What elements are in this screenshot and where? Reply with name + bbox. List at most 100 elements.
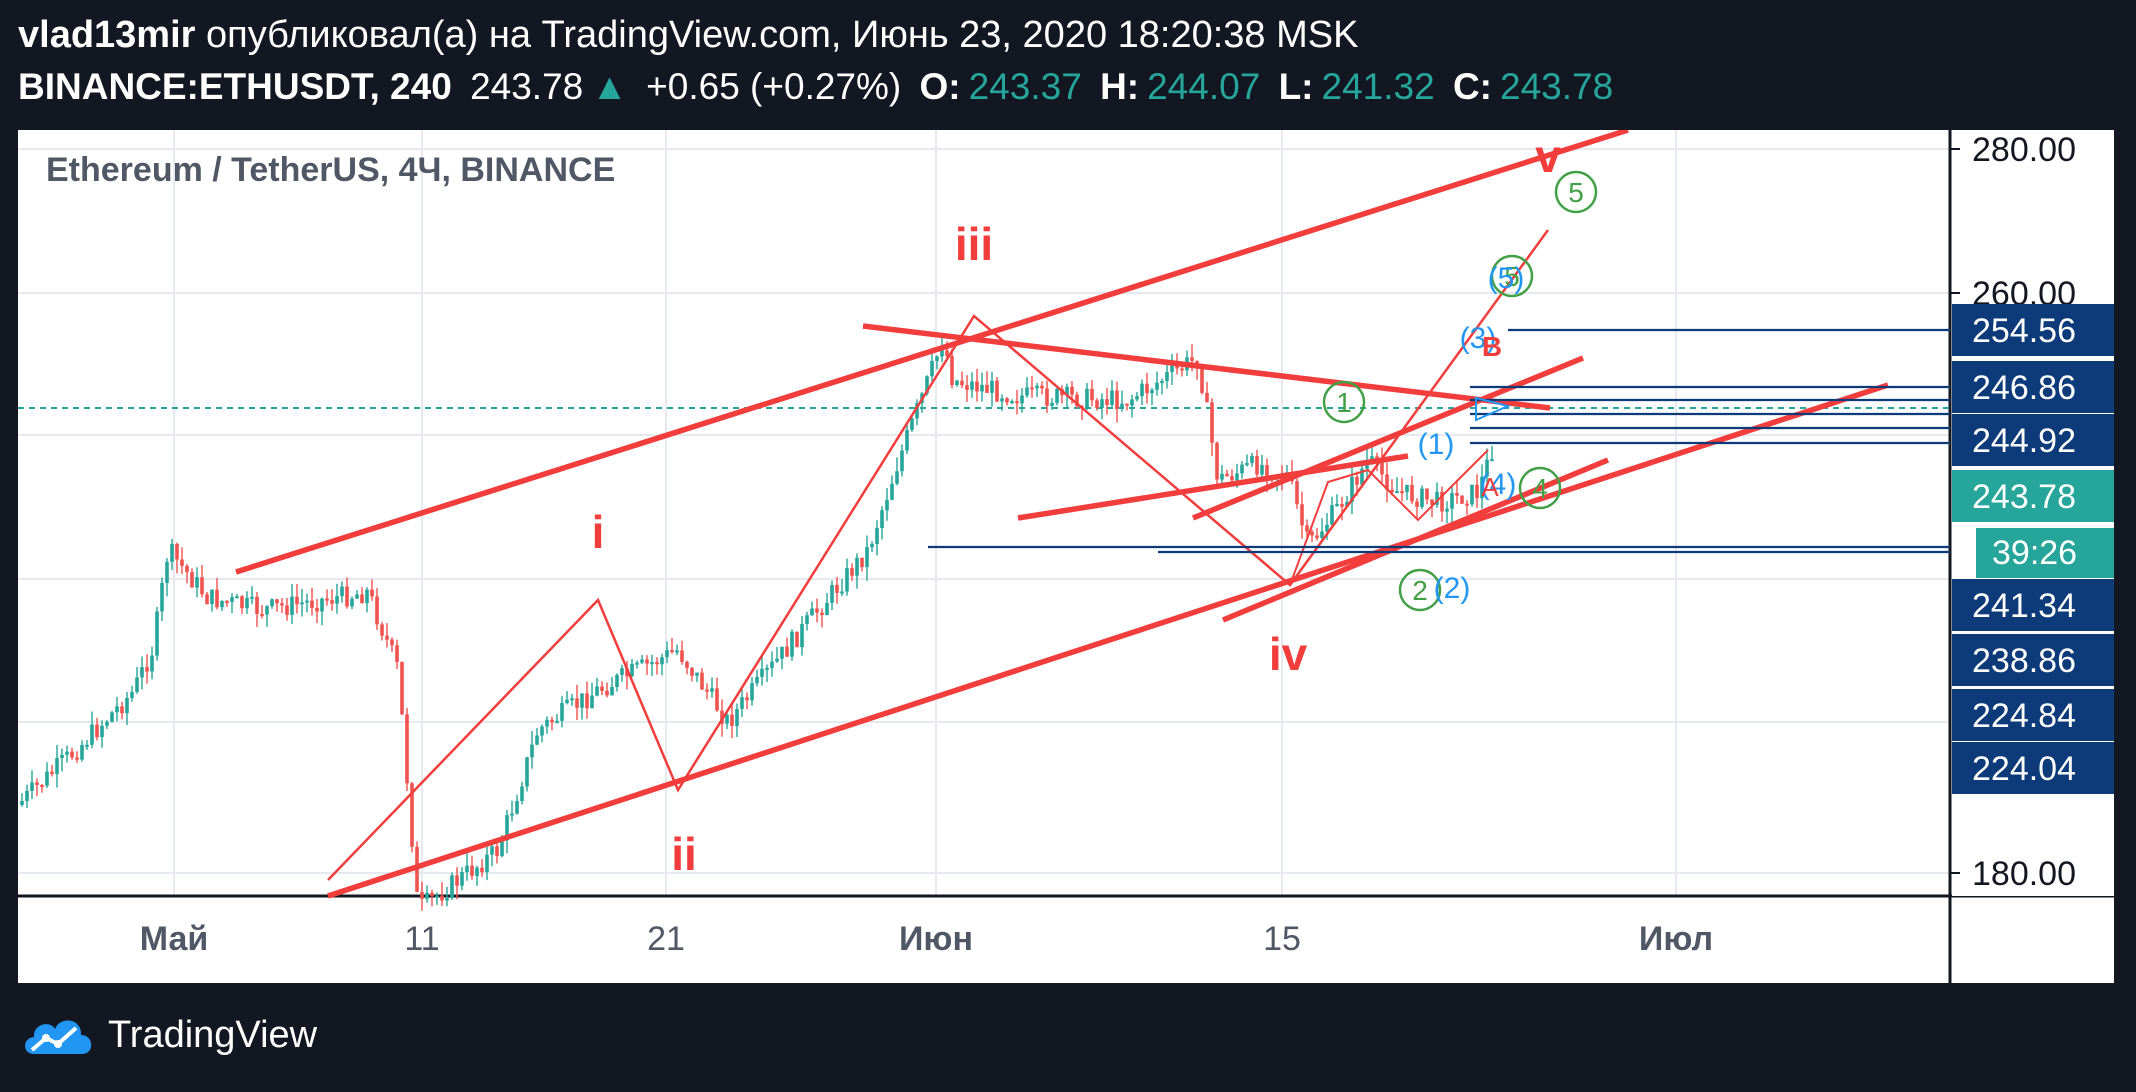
candle-body	[420, 891, 424, 899]
candle-body	[605, 690, 609, 696]
candle-body	[1210, 402, 1214, 443]
trend-line	[1221, 457, 1610, 623]
candle-body	[990, 380, 994, 393]
candle-body	[235, 596, 239, 599]
candle-body	[205, 594, 209, 605]
candle-body	[700, 672, 704, 690]
candle-body	[20, 800, 24, 805]
candle-body	[70, 751, 74, 758]
candle-body	[385, 635, 389, 640]
candle-body	[805, 615, 809, 624]
candle-body	[695, 672, 699, 676]
low-value: 241.32	[1321, 66, 1435, 107]
drawings	[235, 130, 1950, 899]
price-axis[interactable]: 280.00260.00180.00254.56246.86244.92241.…	[1950, 130, 2114, 896]
candle-body	[210, 589, 214, 605]
candle-body	[185, 565, 189, 573]
candle-body	[750, 683, 754, 701]
symbol-name: BINANCE:ETHUSDT, 240	[18, 66, 452, 107]
candle-body	[1425, 488, 1429, 500]
candle-body	[1370, 456, 1374, 460]
candle-body	[650, 662, 654, 665]
candle-body	[880, 510, 884, 529]
candle-body	[825, 602, 829, 616]
candle-body	[960, 380, 964, 386]
candle-body	[1140, 383, 1144, 397]
candle-body	[1050, 402, 1054, 406]
candle-body	[730, 714, 734, 726]
candle-body	[325, 598, 329, 601]
candle-body	[550, 719, 554, 723]
chart-frame[interactable]: i ii iii iv v 1 2 4 5 5 (1) (2) (3) (4) (5) A B 280.00 26…	[18, 130, 2114, 983]
candle-body	[365, 589, 369, 604]
candle-body	[1090, 388, 1094, 401]
candle-body	[1055, 389, 1059, 403]
candle-body	[1455, 493, 1459, 496]
publish-info: vlad13mir опубликовал(а) на TradingView.…	[18, 14, 1358, 57]
candle-body	[520, 786, 524, 802]
wave-path-minor	[1289, 449, 1489, 586]
author-name[interactable]: vlad13mir	[18, 14, 196, 56]
candle-body	[955, 380, 959, 386]
candle-body	[1070, 386, 1074, 395]
candle-body	[835, 585, 839, 593]
countdown-box	[1976, 528, 2114, 578]
candle-body	[425, 892, 429, 899]
candle-body	[510, 813, 514, 816]
candle-body	[400, 661, 404, 715]
candle-body	[1470, 484, 1474, 505]
wave-label-green-circle	[1398, 568, 1442, 612]
countdown-label: 39:26	[1992, 534, 2077, 572]
trend-line	[1191, 355, 1585, 521]
price-level-box	[1952, 742, 2114, 794]
candle-body	[780, 646, 784, 659]
candle-body	[1170, 364, 1174, 373]
candle-body	[800, 623, 804, 648]
tradingview-logo[interactable]: TradingView	[20, 1010, 317, 1060]
time-axis[interactable]: Май 11 21 Июн 15 Июл	[140, 920, 1713, 958]
candle-body	[1095, 400, 1099, 409]
candle-body	[495, 846, 499, 857]
candle-body	[985, 384, 989, 393]
wave-label-green-circle	[1554, 170, 1598, 214]
candle-body	[230, 597, 234, 602]
candle-body	[1300, 504, 1304, 526]
candle-body	[165, 561, 169, 583]
candle-body	[715, 688, 719, 711]
candle-body	[95, 724, 99, 738]
candle-body	[1015, 401, 1019, 404]
candle-body	[1420, 488, 1424, 507]
candle-body	[485, 854, 489, 873]
candle-body	[390, 639, 394, 646]
candle-body	[1245, 463, 1249, 466]
trend-line	[327, 382, 1889, 899]
candle-body	[330, 600, 334, 604]
candle-body	[595, 686, 599, 696]
candle-body	[350, 598, 354, 607]
candle-body	[270, 599, 274, 607]
candle-body	[290, 596, 294, 615]
candle-body	[1005, 398, 1009, 403]
candle-body	[670, 650, 674, 653]
candle-body	[1435, 491, 1439, 505]
wave-label-primary: i	[592, 506, 605, 558]
candle-body	[565, 699, 569, 704]
candle-body	[60, 754, 64, 759]
price-level-label: 244.92	[1972, 422, 2076, 460]
wave-label-primary: iv	[1269, 628, 1308, 680]
candle-body	[315, 607, 319, 612]
candle-body	[180, 559, 184, 566]
candle-body	[145, 667, 149, 672]
candle-body	[1315, 535, 1319, 539]
candle-body	[655, 662, 659, 665]
candle-body	[215, 589, 219, 608]
candle-body	[665, 650, 669, 658]
candle-body	[1025, 387, 1029, 396]
candle-body	[275, 599, 279, 604]
candle-body	[175, 543, 179, 560]
candle-body	[570, 698, 574, 701]
candle-body	[560, 703, 564, 721]
candle-body	[305, 600, 309, 603]
